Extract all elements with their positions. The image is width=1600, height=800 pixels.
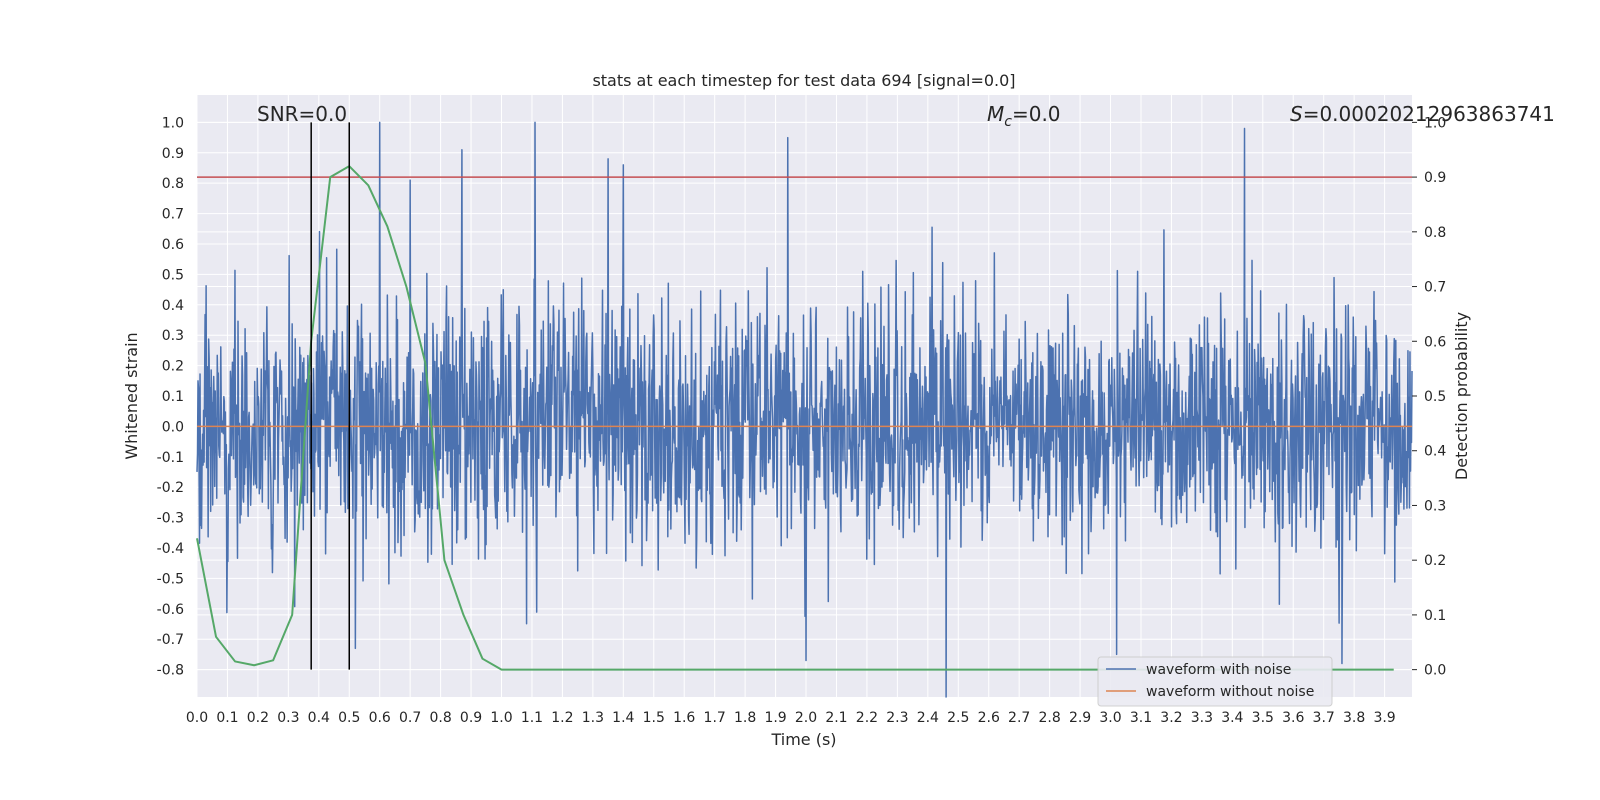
waveform-with-noise-series [196,121,1413,698]
x-tick-label: 2.9 [1069,710,1091,726]
x-tick-label: 3.9 [1373,710,1395,726]
x-tick-label: 3.0 [1099,710,1121,726]
legend: waveform with noise waveform without noi… [1097,656,1333,707]
x-tick-label: 3.1 [1130,710,1152,726]
x-tick-label: 0.3 [277,710,299,726]
y-tick-label-left: -0.2 [157,480,184,496]
x-tick-label: 0.0 [186,710,208,726]
x-tick-label: 0.2 [247,710,269,726]
x-tick-label: 3.5 [1252,710,1274,726]
y-tick-label-left: 0.7 [162,207,184,223]
y-tick-label-left: 0.3 [162,328,184,344]
legend-label-clean: waveform without noise [1146,684,1314,700]
x-tick-label: 0.1 [216,710,238,726]
y-tick-label-right: 0.1 [1424,608,1446,624]
x-tick-label: 3.8 [1343,710,1365,726]
x-tick-label: 2.3 [886,710,908,726]
waveform-with-noise-line [196,121,1413,698]
y-tick-label-left: 0.1 [162,389,184,405]
y-tick-label-left: 0.5 [162,267,184,283]
y-tick-label-right: 0.3 [1424,498,1446,514]
x-tick-label: 2.8 [1038,710,1060,726]
x-tick-label: 1.9 [764,710,786,726]
x-tick-label: 2.7 [1008,710,1030,726]
snr-annotation: SNR=0.0 [257,102,347,126]
x-tick-label: 0.9 [460,710,482,726]
x-tick-label: 1.6 [673,710,695,726]
legend-box [1097,656,1333,707]
x-tick-label: 1.0 [490,710,512,726]
x-tick-label: 0.6 [369,710,391,726]
y-tick-label-right: 0.2 [1424,553,1446,569]
y-tick-label-right: 0.9 [1424,170,1446,186]
x-tick-label: 2.2 [856,710,878,726]
x-tick-label: 2.1 [825,710,847,726]
x-tick-label: 3.2 [1160,710,1182,726]
chart-title: stats at each timestep for test data 694… [592,71,1015,90]
y-tick-label-right: 0.5 [1424,389,1446,405]
s-value: =0.00020212963863741 [1303,102,1555,126]
x-tick-label: 2.6 [978,710,1000,726]
x-tick-label: 1.3 [582,710,604,726]
y-tick-label-left: 0.9 [162,146,184,162]
y-tick-label-left: -0.7 [157,632,184,648]
x-tick-label: 3.3 [1191,710,1213,726]
x-tick-label: 3.7 [1313,710,1335,726]
y-tick-label-left: -0.4 [157,541,184,557]
y-tick-label-left: -0.6 [157,602,184,618]
y-tick-label-left: -0.8 [157,663,184,679]
x-tick-label: 0.4 [308,710,330,726]
y-axis-label-right: Detection probability [1452,312,1471,480]
chirp-mass-subscript: c [1004,114,1012,130]
x-tick-label: 1.1 [521,710,543,726]
x-tick-label: 2.0 [795,710,817,726]
y-tick-label-left: 0.4 [162,298,184,314]
x-tick-label: 2.4 [917,710,939,726]
y-tick-label-left: 0.0 [162,419,184,435]
y-tick-label-right: 0.7 [1424,280,1446,296]
chirp-mass-symbol: M [987,102,1004,126]
legend-label-noise: waveform with noise [1146,662,1291,678]
chirp-mass-value: =0.0 [1012,102,1061,126]
y-tick-label-right: 0.4 [1424,444,1446,460]
x-axis-label: Time (s) [770,730,836,749]
x-tick-label: 2.5 [947,710,969,726]
y-tick-label-left: -0.5 [157,571,184,587]
x-tick-label: 1.2 [551,710,573,726]
chirp-mass-annotation: Mc=0.0 [987,102,1061,130]
axes-text: 0.0 0.1 0.2 0.3 0.4 0.5 0.6 0.7 0.8 0.9 1.0 1.1 1.2 1… [157,115,1447,726]
y-tick-label-left: 0.2 [162,359,184,375]
marks [196,122,1412,671]
y-tick-label-left: 1.0 [162,115,184,131]
y-tick-label-right: 0.8 [1424,225,1446,241]
y-tick-label-right: 0.0 [1424,663,1446,679]
x-tick-label: 1.8 [734,710,756,726]
s-symbol: S [1290,102,1303,126]
y-tick-label-right: 0.6 [1424,334,1446,350]
y-tick-label-left: 0.8 [162,176,184,192]
x-tick-label: 0.8 [429,710,451,726]
x-tick-label: 3.6 [1282,710,1304,726]
x-tick-label: 3.4 [1221,710,1243,726]
y-axis-label-left: Whitened strain [122,332,141,459]
x-tick-label: 1.7 [704,710,726,726]
x-tick-label: 0.5 [338,710,360,726]
y-tick-label-left: -0.3 [157,511,184,527]
y-tick-label-left: -0.1 [157,450,184,466]
x-tick-label: 0.7 [399,710,421,726]
y-tick-label-left: 0.6 [162,237,184,253]
s-annotation: S=0.00020212963863741 [1290,102,1555,126]
detection-probability-line [196,165,1394,671]
y-tick-label-right: 1.0 [1424,115,1446,131]
x-tick-label: 1.5 [643,710,665,726]
x-tick-label: 1.4 [612,710,634,726]
